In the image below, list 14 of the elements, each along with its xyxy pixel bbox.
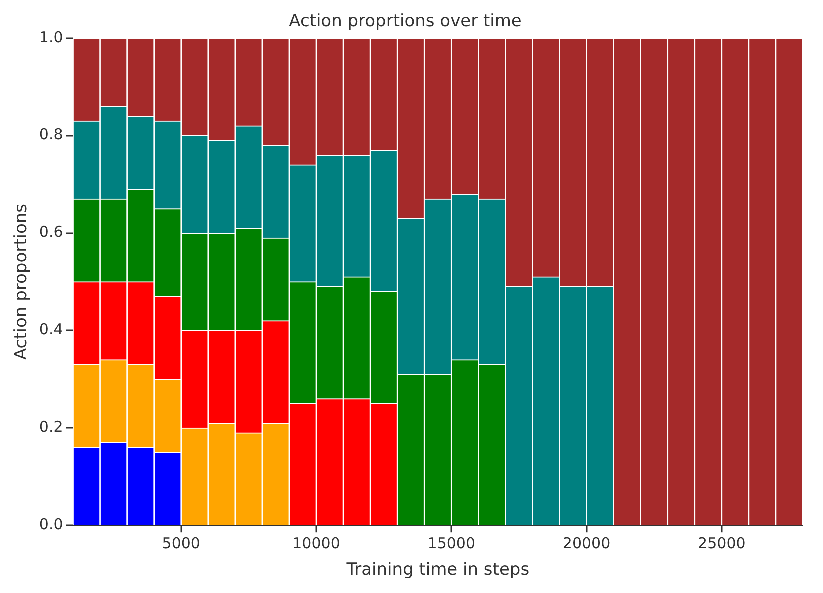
x-tick-label: 20000 — [562, 534, 611, 552]
x-tick-label: 15000 — [428, 534, 476, 552]
x-tick-label: 25000 — [698, 534, 746, 552]
y-tick-label: 0.2 — [39, 418, 64, 436]
y-tick-label: 0.0 — [39, 515, 64, 534]
y-tick-label: 0.4 — [39, 320, 64, 339]
x-tick-label: 5000 — [162, 534, 200, 552]
y-axis-title: Action proportions — [12, 204, 32, 360]
y-tick-label: 1.0 — [39, 28, 64, 46]
x-tick-label: 10000 — [292, 534, 340, 552]
chart-title: Action proprtions over time — [289, 12, 522, 32]
y-tick-label: 0.8 — [39, 126, 64, 144]
x-axis-title: Training time in steps — [346, 560, 530, 580]
y-tick-label: 0.6 — [39, 223, 64, 242]
